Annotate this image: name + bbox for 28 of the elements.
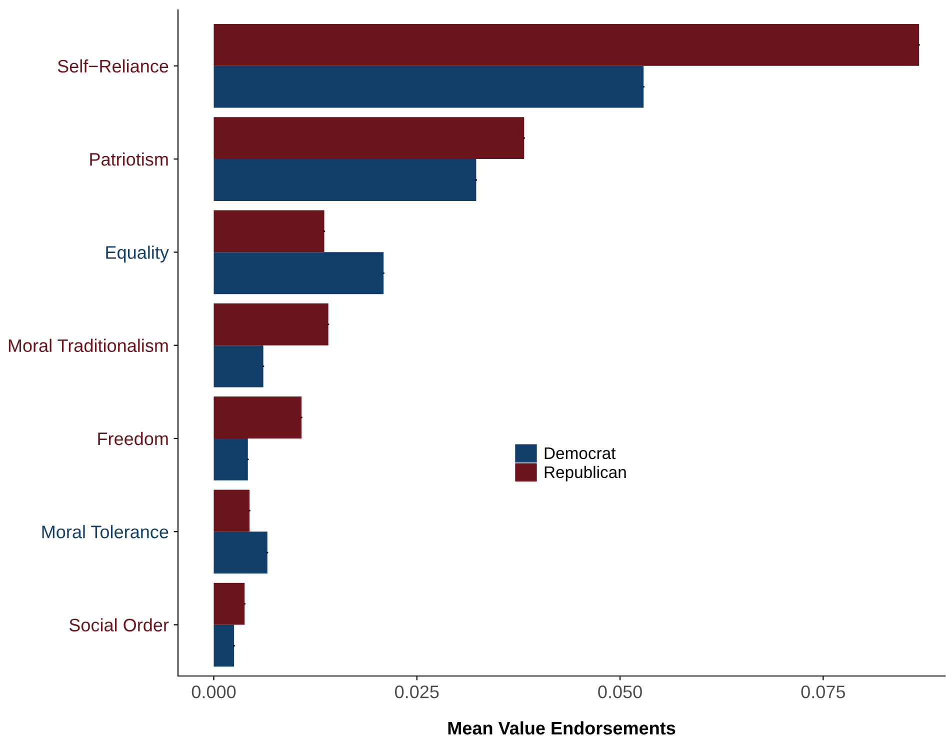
x-tick-label: 0.050 <box>598 686 642 698</box>
legend-label: Democrat <box>544 447 616 460</box>
y-tick-label: Freedom <box>98 432 168 446</box>
bar <box>214 66 644 108</box>
x-tick-label: 0.075 <box>801 686 846 698</box>
bar <box>214 396 302 438</box>
bar <box>214 210 324 252</box>
y-tick-label: Patriotism <box>90 152 168 166</box>
y-tick-label: Moral Traditionalism <box>8 338 168 352</box>
bar <box>214 582 245 625</box>
bar <box>214 252 384 294</box>
y-tick-label: Equality <box>106 246 169 262</box>
x-axis-title: Mean Value Endorsements <box>448 721 676 735</box>
x-tick-label: 0.025 <box>395 686 439 698</box>
bar <box>214 438 248 480</box>
bar <box>214 117 524 160</box>
bar <box>214 159 476 201</box>
bar <box>214 532 268 574</box>
y-tick-label: Social Order <box>69 618 169 632</box>
x-tick-label: 0.000 <box>192 686 236 698</box>
bar <box>214 624 234 667</box>
bar <box>214 345 264 388</box>
bar <box>214 303 328 346</box>
bar <box>214 24 920 66</box>
y-tick-label: Self−Reliance <box>58 59 168 73</box>
bar <box>214 490 250 532</box>
y-tick-label: Moral Tolerance <box>42 525 168 538</box>
legend-label: Republican <box>544 466 626 482</box>
